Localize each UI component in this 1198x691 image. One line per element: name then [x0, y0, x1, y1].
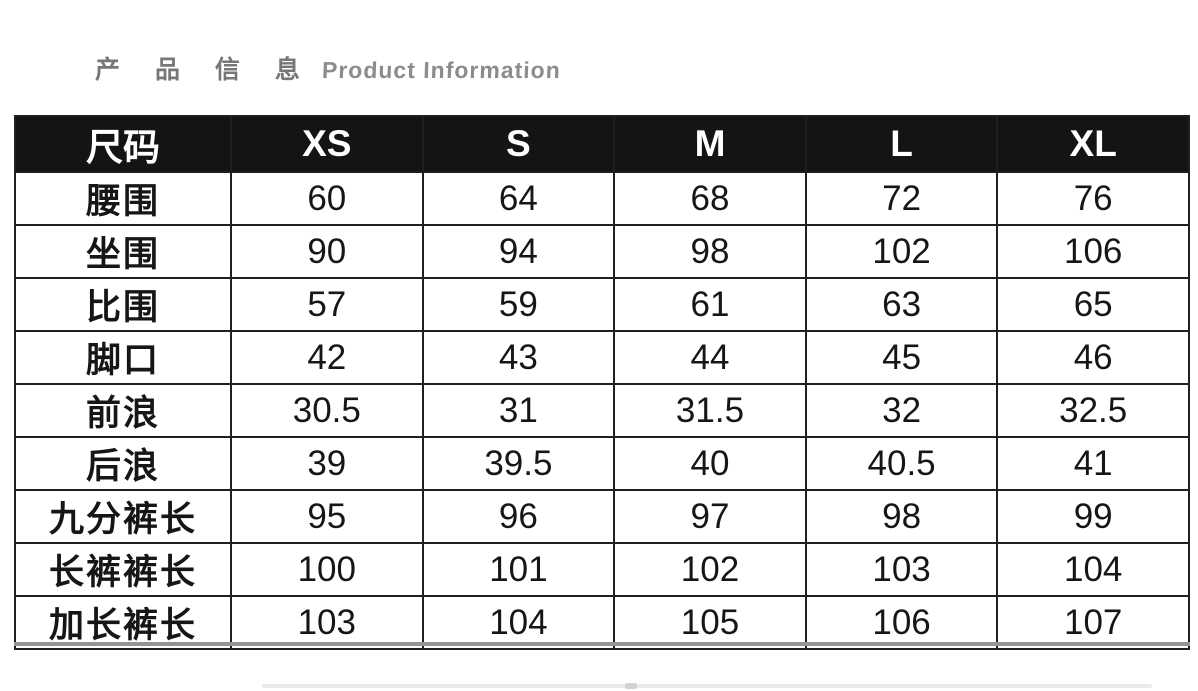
value-cell: 64	[421, 171, 616, 226]
value-cell: 106	[996, 224, 1190, 279]
page-title: 产 品 信 息 Product Information	[95, 50, 562, 86]
header-cell-m: M	[613, 115, 807, 173]
value-cell: 104	[996, 542, 1190, 597]
row-label-cell: 长裤裤长	[14, 542, 232, 597]
value-cell: 39.5	[421, 436, 616, 491]
value-cell: 102	[613, 542, 807, 597]
value-cell: 32.5	[996, 383, 1190, 438]
value-cell: 101	[421, 542, 616, 597]
row-label-cell: 比围	[14, 277, 232, 332]
value-cell: 103	[804, 542, 999, 597]
bottom-faint-line	[262, 684, 1152, 688]
table-row: 前浪 30.5 31 31.5 32 32.5	[14, 383, 1190, 438]
value-cell: 103	[230, 595, 424, 650]
header-cell-l: L	[804, 115, 999, 173]
row-label-cell: 腰围	[14, 171, 232, 226]
row-label-cell: 加长裤长	[14, 595, 232, 650]
size-chart-table: 尺码 XS S M L XL 腰围 60 64 68 72 76 坐围 90 94 98 102 106 比围 57…	[14, 115, 1190, 650]
value-cell: 102	[804, 224, 999, 279]
table-row: 后浪 39 39.5 40 40.5 41	[14, 436, 1190, 491]
value-cell: 45	[804, 330, 999, 385]
value-cell: 30.5	[230, 383, 424, 438]
value-cell: 90	[230, 224, 424, 279]
value-cell: 42	[230, 330, 424, 385]
value-cell: 41	[996, 436, 1190, 491]
value-cell: 31	[421, 383, 616, 438]
value-cell: 57	[230, 277, 424, 332]
row-label-cell: 坐围	[14, 224, 232, 279]
table-row: 九分裤长 95 96 97 98 99	[14, 489, 1190, 544]
title-chinese: 产 品 信 息	[95, 56, 314, 84]
value-cell: 68	[613, 171, 807, 226]
table-row: 腰围 60 64 68 72 76	[14, 171, 1190, 226]
value-cell: 39	[230, 436, 424, 491]
table-body: 腰围 60 64 68 72 76 坐围 90 94 98 102 106 比围 57 59 61 63 65 脚口…	[14, 171, 1190, 650]
table-bottom-border	[14, 642, 1190, 646]
header-cell-size: 尺码	[14, 115, 232, 173]
value-cell: 105	[613, 595, 807, 650]
value-cell: 104	[421, 595, 616, 650]
value-cell: 31.5	[613, 383, 807, 438]
value-cell: 98	[613, 224, 807, 279]
row-label-cell: 九分裤长	[14, 489, 232, 544]
value-cell: 65	[996, 277, 1190, 332]
value-cell: 32	[804, 383, 999, 438]
header-cell-xl: XL	[996, 115, 1190, 173]
value-cell: 106	[804, 595, 999, 650]
value-cell: 59	[421, 277, 616, 332]
value-cell: 63	[804, 277, 999, 332]
title-english: Product Information	[321, 57, 562, 83]
table-row: 加长裤长 103 104 105 106 107	[14, 595, 1190, 650]
value-cell: 44	[613, 330, 807, 385]
value-cell: 95	[230, 489, 424, 544]
value-cell: 98	[804, 489, 999, 544]
value-cell: 99	[996, 489, 1190, 544]
table-row: 长裤裤长 100 101 102 103 104	[14, 542, 1190, 597]
value-cell: 46	[996, 330, 1190, 385]
value-cell: 60	[230, 171, 424, 226]
value-cell: 94	[421, 224, 616, 279]
value-cell: 43	[421, 330, 616, 385]
value-cell: 40.5	[804, 436, 999, 491]
header-cell-s: S	[421, 115, 616, 173]
table-row: 脚口 42 43 44 45 46	[14, 330, 1190, 385]
table-head: 尺码 XS S M L XL	[14, 115, 1190, 173]
table-row: 比围 57 59 61 63 65	[14, 277, 1190, 332]
table-row: 坐围 90 94 98 102 106	[14, 224, 1190, 279]
value-cell: 72	[804, 171, 999, 226]
value-cell: 107	[996, 595, 1190, 650]
row-label-cell: 脚口	[14, 330, 232, 385]
value-cell: 76	[996, 171, 1190, 226]
value-cell: 40	[613, 436, 807, 491]
row-label-cell: 前浪	[14, 383, 232, 438]
header-cell-xs: XS	[230, 115, 424, 173]
value-cell: 100	[230, 542, 424, 597]
bottom-faint-notch	[625, 683, 637, 689]
value-cell: 96	[421, 489, 616, 544]
table-header-row: 尺码 XS S M L XL	[14, 115, 1190, 173]
value-cell: 97	[613, 489, 807, 544]
value-cell: 61	[613, 277, 807, 332]
row-label-cell: 后浪	[14, 436, 232, 491]
